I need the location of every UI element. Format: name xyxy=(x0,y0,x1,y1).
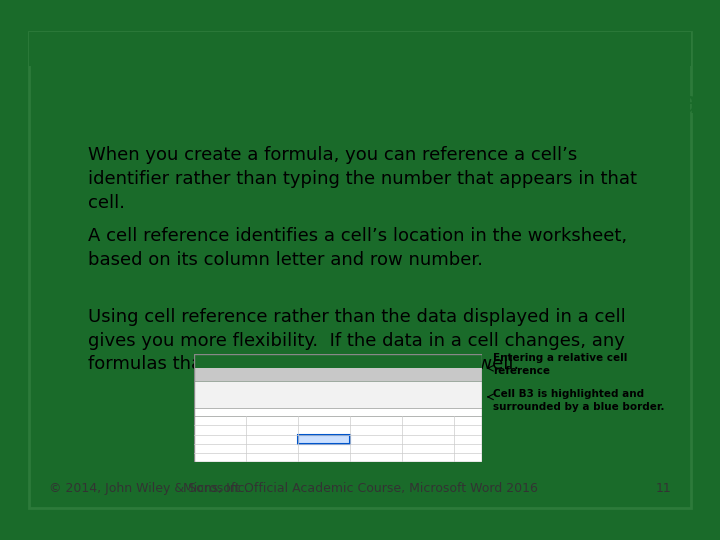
Text: Using cell reference rather than the data displayed in a cell
gives you more fle: Using cell reference rather than the dat… xyxy=(89,308,626,373)
Text: •: • xyxy=(55,308,68,328)
Bar xyxy=(194,368,482,381)
Bar xyxy=(194,381,482,408)
Bar xyxy=(29,32,691,66)
Text: Relative Cell References in a Formula: Relative Cell References in a Formula xyxy=(55,90,701,120)
Bar xyxy=(55,126,665,130)
Bar xyxy=(298,435,350,444)
Bar xyxy=(194,354,482,368)
Text: When you create a formula, you can reference a cell’s
identifier rather than typ: When you create a formula, you can refer… xyxy=(89,146,637,212)
Bar xyxy=(194,416,482,462)
Text: •: • xyxy=(55,227,68,247)
Bar xyxy=(194,408,482,416)
Text: 11: 11 xyxy=(656,482,671,495)
Text: •: • xyxy=(55,146,68,166)
Text: Entering a relative cell
reference: Entering a relative cell reference xyxy=(493,353,628,375)
Text: Cell B3 is highlighted and
surrounded by a blue border.: Cell B3 is highlighted and surrounded by… xyxy=(493,389,665,412)
Text: A cell reference identifies a cell’s location in the worksheet,
based on its col: A cell reference identifies a cell’s loc… xyxy=(89,227,628,269)
Text: © 2014, John Wiley & Sons, Inc.: © 2014, John Wiley & Sons, Inc. xyxy=(49,482,248,495)
Text: Microsoft Official Academic Course, Microsoft Word 2016: Microsoft Official Academic Course, Micr… xyxy=(183,482,537,495)
